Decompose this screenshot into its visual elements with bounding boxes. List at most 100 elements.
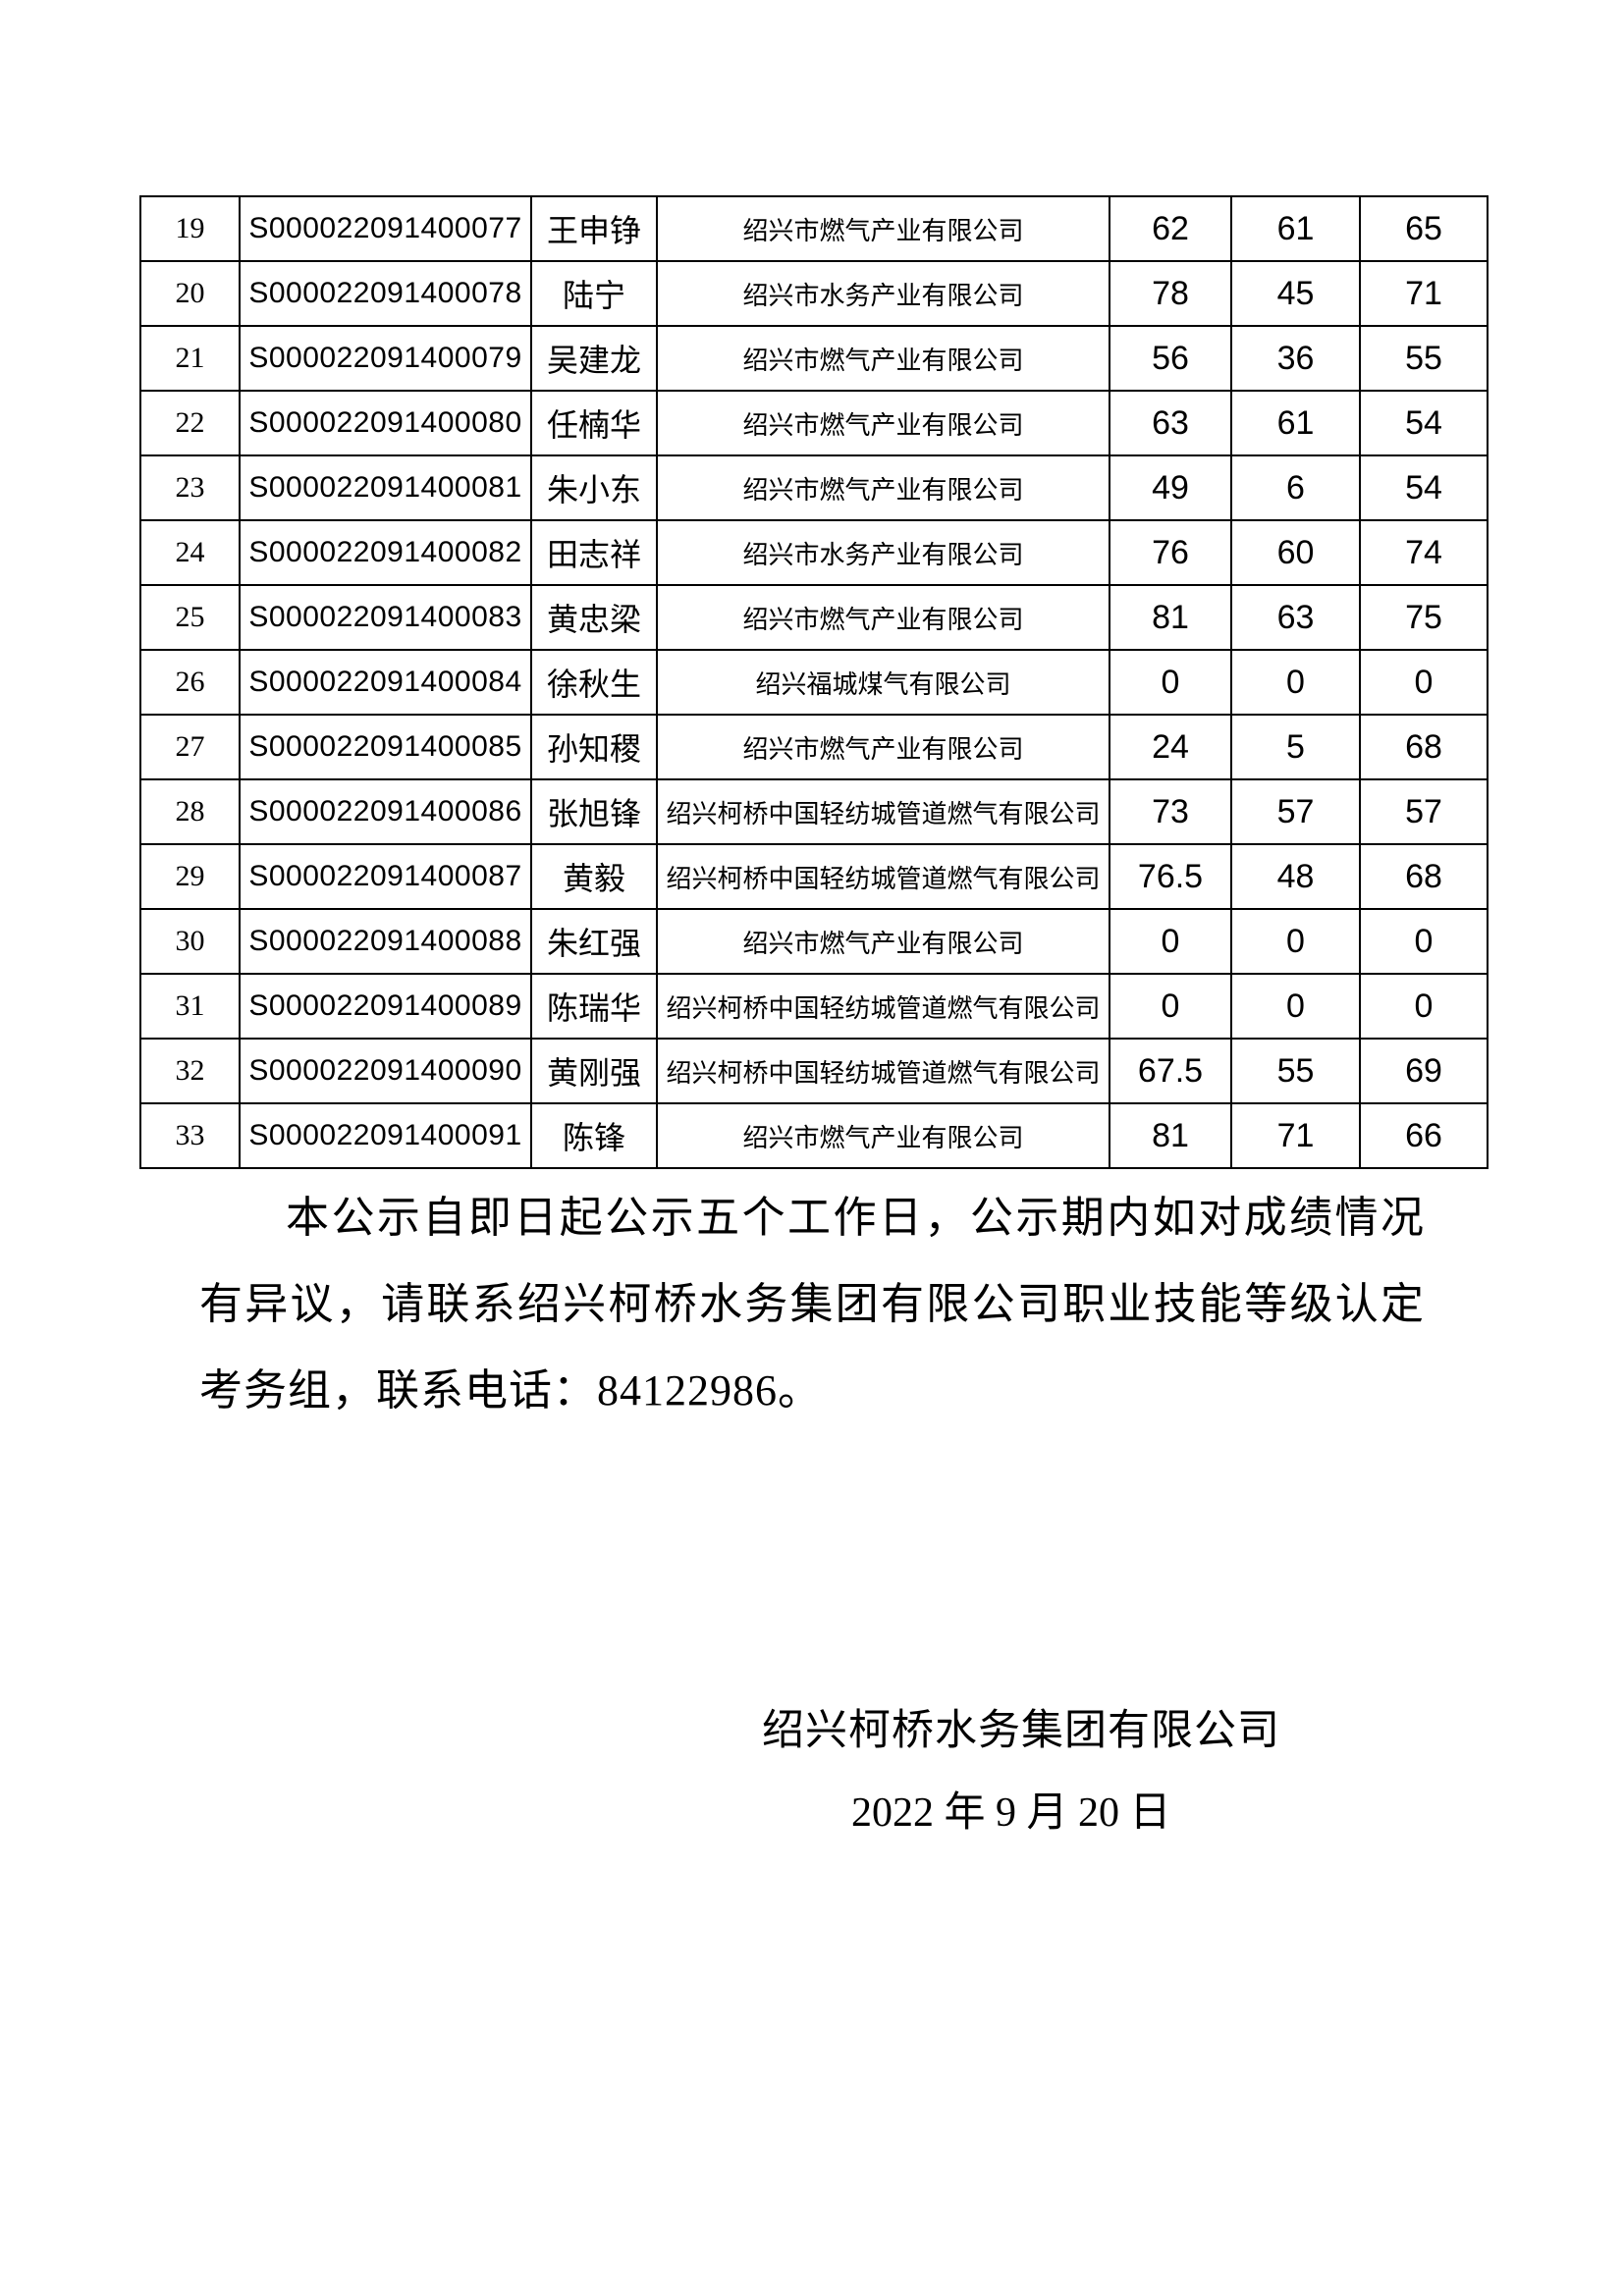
score-3-cell: 71	[1359, 260, 1489, 327]
score-3-cell: 75	[1359, 584, 1489, 651]
score-3-cell: 0	[1359, 908, 1489, 975]
company-cell: 绍兴市燃气产业有限公司	[656, 1102, 1110, 1169]
candidate-name-cell: 王申铮	[530, 195, 658, 262]
row-index-cell: 31	[139, 973, 241, 1040]
score-2-cell: 0	[1230, 973, 1361, 1040]
signature-company: 绍兴柯桥水务集团有限公司	[762, 1708, 1280, 1754]
table-row: 33 S000022091400091 陈锋 绍兴市燃气产业有限公司 81 71…	[139, 1102, 1489, 1169]
score-3-cell: 0	[1359, 973, 1489, 1040]
score-1-cell: 0	[1109, 908, 1232, 975]
candidate-id-cell: S000022091400086	[239, 778, 532, 845]
company-cell: 绍兴柯桥中国轻纺城管道燃气有限公司	[656, 1038, 1110, 1104]
candidate-id-cell: S000022091400087	[239, 843, 532, 910]
row-index-cell: 29	[139, 843, 241, 910]
score-1-cell: 24	[1109, 714, 1232, 780]
score-2-cell: 71	[1230, 1102, 1361, 1169]
score-3-cell: 57	[1359, 778, 1489, 845]
table-row: 29 S000022091400087 黄毅 绍兴柯桥中国轻纺城管道燃气有限公司…	[139, 843, 1489, 910]
score-3-cell: 68	[1359, 843, 1489, 910]
row-index-cell: 19	[139, 195, 241, 262]
score-1-cell: 81	[1109, 1102, 1232, 1169]
score-1-cell: 78	[1109, 260, 1232, 327]
candidate-name-cell: 朱小东	[530, 454, 658, 521]
candidate-id-cell: S000022091400090	[239, 1038, 532, 1104]
candidate-name-cell: 朱红强	[530, 908, 658, 975]
company-cell: 绍兴柯桥中国轻纺城管道燃气有限公司	[656, 973, 1110, 1040]
table-row: 27 S000022091400085 孙知稷 绍兴市燃气产业有限公司 24 5…	[139, 714, 1489, 780]
row-index-cell: 20	[139, 260, 241, 327]
candidate-id-cell: S000022091400079	[239, 325, 532, 392]
score-3-cell: 0	[1359, 649, 1489, 716]
table-row: 26 S000022091400084 徐秋生 绍兴福城煤气有限公司 0 0 0	[139, 649, 1489, 716]
score-2-cell: 6	[1230, 454, 1361, 521]
candidate-id-cell: S000022091400089	[239, 973, 532, 1040]
table-row: 20 S000022091400078 陆宁 绍兴市水务产业有限公司 78 45…	[139, 260, 1489, 327]
candidate-name-cell: 黄刚强	[530, 1038, 658, 1104]
row-index-cell: 32	[139, 1038, 241, 1104]
score-2-cell: 63	[1230, 584, 1361, 651]
score-1-cell: 0	[1109, 649, 1232, 716]
score-3-cell: 65	[1359, 195, 1489, 262]
score-table: 19 S000022091400077 王申铮 绍兴市燃气产业有限公司 62 6…	[139, 195, 1489, 1169]
table-row: 21 S000022091400079 吴建龙 绍兴市燃气产业有限公司 56 3…	[139, 325, 1489, 392]
score-table-body: 19 S000022091400077 王申铮 绍兴市燃气产业有限公司 62 6…	[139, 195, 1489, 1169]
table-row: 23 S000022091400081 朱小东 绍兴市燃气产业有限公司 49 6…	[139, 454, 1489, 521]
score-2-cell: 0	[1230, 649, 1361, 716]
score-3-cell: 54	[1359, 454, 1489, 521]
row-index-cell: 33	[139, 1102, 241, 1169]
candidate-id-cell: S000022091400080	[239, 390, 532, 456]
score-2-cell: 45	[1230, 260, 1361, 327]
candidate-name-cell: 任楠华	[530, 390, 658, 456]
table-row: 30 S000022091400088 朱红强 绍兴市燃气产业有限公司 0 0 …	[139, 908, 1489, 975]
candidate-id-cell: S000022091400078	[239, 260, 532, 327]
score-2-cell: 48	[1230, 843, 1361, 910]
row-index-cell: 22	[139, 390, 241, 456]
company-cell: 绍兴市燃气产业有限公司	[656, 390, 1110, 456]
score-1-cell: 76	[1109, 519, 1232, 586]
row-index-cell: 28	[139, 778, 241, 845]
row-index-cell: 21	[139, 325, 241, 392]
score-2-cell: 57	[1230, 778, 1361, 845]
score-1-cell: 76.5	[1109, 843, 1232, 910]
candidate-name-cell: 吴建龙	[530, 325, 658, 392]
candidate-id-cell: S000022091400091	[239, 1102, 532, 1169]
score-2-cell: 55	[1230, 1038, 1361, 1104]
table-row: 25 S000022091400083 黄忠梁 绍兴市燃气产业有限公司 81 6…	[139, 584, 1489, 651]
score-3-cell: 55	[1359, 325, 1489, 392]
score-1-cell: 81	[1109, 584, 1232, 651]
company-cell: 绍兴市燃气产业有限公司	[656, 195, 1110, 262]
score-2-cell: 5	[1230, 714, 1361, 780]
company-cell: 绍兴市燃气产业有限公司	[656, 908, 1110, 975]
score-3-cell: 69	[1359, 1038, 1489, 1104]
candidate-name-cell: 陆宁	[530, 260, 658, 327]
company-cell: 绍兴市燃气产业有限公司	[656, 714, 1110, 780]
candidate-name-cell: 田志祥	[530, 519, 658, 586]
table-row: 31 S000022091400089 陈瑞华 绍兴柯桥中国轻纺城管道燃气有限公…	[139, 973, 1489, 1040]
company-cell: 绍兴柯桥中国轻纺城管道燃气有限公司	[656, 843, 1110, 910]
company-cell: 绍兴福城煤气有限公司	[656, 649, 1110, 716]
company-cell: 绍兴市水务产业有限公司	[656, 260, 1110, 327]
score-1-cell: 56	[1109, 325, 1232, 392]
table-row: 24 S000022091400082 田志祥 绍兴市水务产业有限公司 76 6…	[139, 519, 1489, 586]
signature-date: 2022 年 9 月 20 日	[851, 1790, 1171, 1836]
candidate-id-cell: S000022091400085	[239, 714, 532, 780]
candidate-name-cell: 黄忠梁	[530, 584, 658, 651]
table-row: 19 S000022091400077 王申铮 绍兴市燃气产业有限公司 62 6…	[139, 195, 1489, 262]
table-row: 32 S000022091400090 黄刚强 绍兴柯桥中国轻纺城管道燃气有限公…	[139, 1038, 1489, 1104]
candidate-id-cell: S000022091400082	[239, 519, 532, 586]
candidate-name-cell: 陈瑞华	[530, 973, 658, 1040]
score-3-cell: 68	[1359, 714, 1489, 780]
company-cell: 绍兴市燃气产业有限公司	[656, 454, 1110, 521]
score-2-cell: 61	[1230, 195, 1361, 262]
candidate-id-cell: S000022091400083	[239, 584, 532, 651]
table-row: 22 S000022091400080 任楠华 绍兴市燃气产业有限公司 63 6…	[139, 390, 1489, 456]
row-index-cell: 23	[139, 454, 241, 521]
candidate-id-cell: S000022091400088	[239, 908, 532, 975]
score-2-cell: 61	[1230, 390, 1361, 456]
candidate-name-cell: 张旭锋	[530, 778, 658, 845]
score-3-cell: 66	[1359, 1102, 1489, 1169]
candidate-id-cell: S000022091400084	[239, 649, 532, 716]
table-row: 28 S000022091400086 张旭锋 绍兴柯桥中国轻纺城管道燃气有限公…	[139, 778, 1489, 845]
company-cell: 绍兴柯桥中国轻纺城管道燃气有限公司	[656, 778, 1110, 845]
